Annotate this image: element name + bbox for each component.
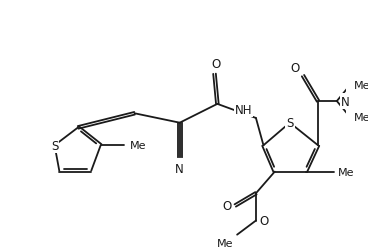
Text: N: N: [341, 95, 349, 108]
Text: NH: NH: [235, 104, 252, 117]
Text: N: N: [175, 163, 184, 175]
Text: O: O: [290, 61, 299, 74]
Text: Me: Me: [354, 81, 368, 91]
Text: O: O: [260, 214, 269, 227]
Text: O: O: [212, 58, 221, 71]
Text: Me: Me: [338, 167, 354, 177]
Text: Me: Me: [217, 238, 233, 248]
Text: S: S: [51, 139, 58, 152]
Text: O: O: [222, 199, 231, 212]
Text: Me: Me: [354, 113, 368, 122]
Text: Me: Me: [130, 141, 146, 151]
Text: S: S: [286, 117, 294, 130]
